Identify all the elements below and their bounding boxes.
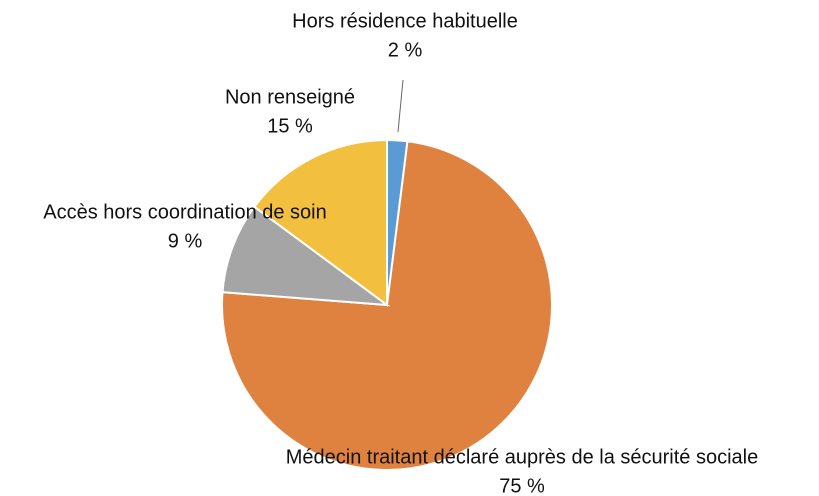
pie-slice	[253, 138, 388, 307]
value-label: 2 %	[388, 39, 423, 61]
leader-line	[397, 79, 404, 133]
slice-label: Non renseigné	[225, 86, 355, 108]
pie-slice	[221, 205, 391, 307]
value-label: 15 %	[267, 115, 313, 137]
slice-label: Hors résidence habituelle	[292, 10, 518, 32]
value-label: 75 %	[499, 475, 545, 496]
value-label: 9 %	[168, 230, 203, 252]
slice-label: Accès hors coordination de soin	[43, 201, 327, 223]
slice-label: Médecin traitant déclaré auprès de la sé…	[286, 446, 758, 468]
